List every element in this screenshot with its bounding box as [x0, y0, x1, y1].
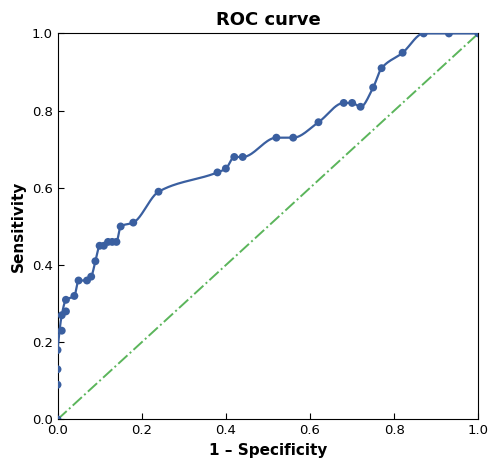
Point: [214, 169, 222, 176]
Point: [289, 134, 297, 142]
Point: [348, 99, 356, 106]
Point: [340, 99, 347, 106]
Point: [420, 30, 428, 37]
Point: [54, 381, 62, 388]
Point: [58, 327, 66, 334]
Point: [104, 238, 112, 246]
Point: [54, 416, 62, 423]
Point: [92, 257, 100, 265]
Point: [70, 292, 78, 300]
Point: [58, 311, 66, 319]
Point: [54, 365, 62, 373]
Point: [100, 242, 108, 250]
Point: [130, 219, 138, 227]
Point: [398, 49, 406, 56]
Point: [369, 84, 377, 91]
Point: [112, 238, 120, 246]
Point: [222, 165, 230, 172]
Title: ROC curve: ROC curve: [216, 11, 320, 29]
Point: [230, 153, 238, 161]
Point: [378, 64, 386, 72]
X-axis label: 1 – Specificity: 1 – Specificity: [209, 443, 327, 458]
Point: [116, 223, 124, 230]
Point: [474, 30, 482, 37]
Point: [74, 277, 82, 284]
Point: [154, 188, 162, 196]
Point: [62, 308, 70, 315]
Point: [87, 273, 95, 280]
Point: [62, 296, 70, 303]
Point: [272, 134, 280, 142]
Point: [238, 153, 246, 161]
Point: [445, 30, 453, 37]
Point: [108, 238, 116, 246]
Point: [54, 346, 62, 354]
Point: [314, 119, 322, 126]
Point: [96, 242, 104, 250]
Y-axis label: Sensitivity: Sensitivity: [11, 181, 26, 272]
Point: [356, 103, 364, 111]
Point: [83, 277, 91, 284]
